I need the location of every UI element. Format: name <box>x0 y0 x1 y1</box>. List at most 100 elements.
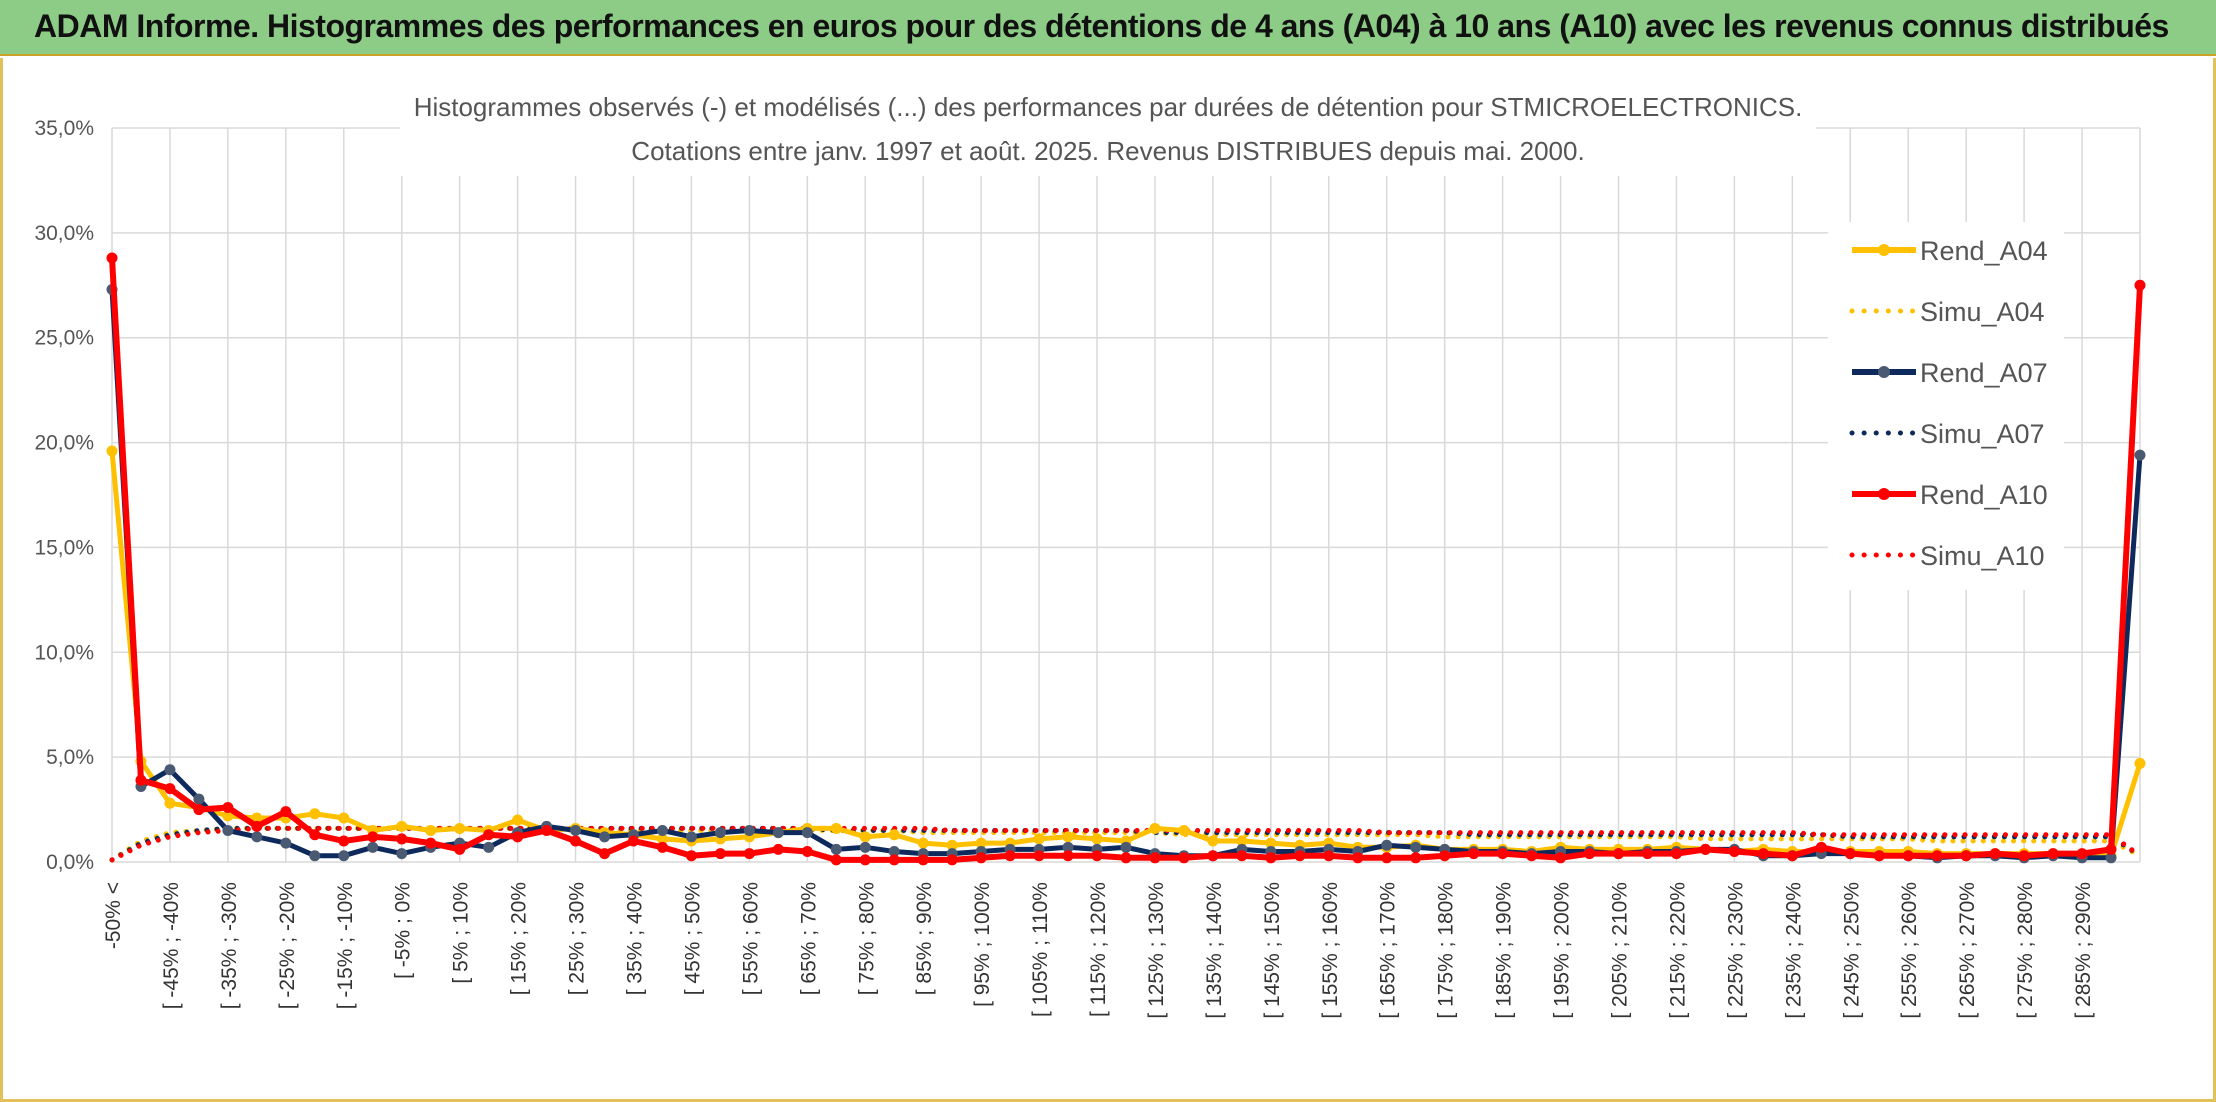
x-tick-label: [ 65% ; 70% <box>797 882 820 995</box>
chart-title-background <box>400 84 1816 176</box>
data-point-rend_a10 <box>2105 843 2117 855</box>
data-point-rend_a07 <box>685 831 697 843</box>
legend-label: Rend_A04 <box>1920 236 2048 266</box>
data-point-rend_a04 <box>454 822 466 834</box>
data-point-rend_a04 <box>338 812 350 824</box>
data-point-rend_a07 <box>1120 841 1132 853</box>
data-point-rend_a10 <box>1526 850 1538 862</box>
data-point-rend_a10 <box>541 825 553 837</box>
y-tick-label: 35,0% <box>34 117 94 140</box>
data-point-rend_a10 <box>656 841 668 853</box>
data-point-rend_a10 <box>743 848 755 860</box>
x-tick-label: [ 195% ; 200% <box>1551 882 1574 1019</box>
legend-background <box>1828 222 2064 590</box>
x-tick-label: [ 215% ; 220% <box>1666 882 1689 1019</box>
data-point-rend_a10 <box>1091 850 1103 862</box>
data-point-rend_a10 <box>1584 848 1596 860</box>
data-point-rend_a10 <box>570 835 582 847</box>
x-tick-label: [ 85% ; 90% <box>913 882 936 995</box>
data-point-rend_a07 <box>2134 449 2146 461</box>
data-point-rend_a10 <box>1902 850 1914 862</box>
data-point-rend_a10 <box>714 848 726 860</box>
y-tick-label: 5,0% <box>46 746 94 769</box>
data-point-rend_a10 <box>2018 850 2030 862</box>
y-tick-label: 20,0% <box>34 432 94 455</box>
data-point-rend_a10 <box>1381 852 1393 864</box>
data-point-rend_a10 <box>1323 850 1335 862</box>
data-point-rend_a04 <box>946 839 958 851</box>
data-point-rend_a10 <box>193 804 205 816</box>
data-point-rend_a04 <box>1062 831 1074 843</box>
data-point-rend_a10 <box>1004 850 1016 862</box>
x-tick-label: [ 145% ; 150% <box>1261 882 1284 1019</box>
data-point-rend_a10 <box>772 843 784 855</box>
data-point-rend_a10 <box>2076 848 2088 860</box>
data-point-rend_a07 <box>656 825 668 837</box>
chart-title-line1: Histogrammes observés (-) et modélisés (… <box>414 92 1803 122</box>
data-point-rend_a07 <box>222 825 234 837</box>
x-tick-label: [ 205% ; 210% <box>1609 882 1632 1019</box>
data-point-rend_a04 <box>1207 835 1219 847</box>
x-tick-label: [ 135% ; 140% <box>1203 882 1226 1019</box>
x-tick-label: -50% < <box>102 882 125 949</box>
data-point-rend_a10 <box>1641 848 1653 860</box>
data-point-rend_a10 <box>2134 279 2146 291</box>
data-point-rend_a10 <box>222 801 234 813</box>
y-tick-label: 15,0% <box>34 536 94 559</box>
x-tick-label: [ -35% ; -30% <box>218 882 241 1009</box>
x-tick-label: [ -25% ; -20% <box>276 882 299 1009</box>
data-point-rend_a10 <box>425 837 437 849</box>
data-point-rend_a07 <box>338 850 350 862</box>
data-point-rend_a04 <box>106 445 118 457</box>
data-point-rend_a10 <box>599 848 611 860</box>
x-tick-label: [ 165% ; 170% <box>1377 882 1400 1019</box>
data-point-rend_a04 <box>1178 825 1190 837</box>
data-point-rend_a04 <box>656 833 668 845</box>
data-point-rend_a10 <box>917 854 929 866</box>
legend-marker <box>1878 244 1890 256</box>
data-point-rend_a04 <box>830 822 842 834</box>
data-point-rend_a04 <box>309 808 321 820</box>
data-point-rend_a10 <box>309 829 321 841</box>
data-point-rend_a10 <box>1468 848 1480 860</box>
series-lines <box>106 252 2146 866</box>
data-point-rend_a10 <box>888 854 900 866</box>
x-tick-label: [ 75% ; 80% <box>855 882 878 995</box>
data-point-rend_a10 <box>801 846 813 858</box>
x-tick-label: [ 285% ; 290% <box>2072 882 2095 1019</box>
x-tick-label: [ 35% ; 40% <box>623 882 646 995</box>
data-point-rend_a10 <box>367 831 379 843</box>
x-axis-ticks: -50% < [ -45% ; -40% [ -35% ; -30% [ -25% ;… <box>102 882 2095 1019</box>
data-point-rend_a10 <box>975 852 987 864</box>
x-tick-label: [ 235% ; 240% <box>1782 882 1805 1019</box>
x-tick-label: [ 175% ; 180% <box>1435 882 1458 1019</box>
x-tick-label: [ -15% ; -10% <box>334 882 357 1009</box>
data-point-rend_a07 <box>1410 841 1422 853</box>
data-point-rend_a04 <box>425 825 437 837</box>
data-point-rend_a04 <box>164 797 176 809</box>
data-point-rend_a10 <box>135 774 147 786</box>
data-point-rend_a10 <box>1207 850 1219 862</box>
data-point-rend_a10 <box>1120 852 1132 864</box>
x-tick-label: [ 185% ; 190% <box>1493 882 1516 1019</box>
x-tick-label: [ 125% ; 130% <box>1145 882 1168 1019</box>
legend: Rend_A04 Simu_A04 Rend_A07 Simu_A07 Rend_A10… <box>1828 222 2064 590</box>
data-point-rend_a10 <box>1062 850 1074 862</box>
x-tick-label: [ -5% ; 0% <box>392 882 415 979</box>
data-point-rend_a10 <box>1815 841 1827 853</box>
data-point-rend_a07 <box>367 841 379 853</box>
x-tick-label: [ 5% ; 10% <box>450 882 473 984</box>
data-point-rend_a04 <box>2134 757 2146 769</box>
data-point-rend_a10 <box>1265 852 1277 864</box>
data-point-rend_a07 <box>2105 852 2117 864</box>
chart-frame <box>0 58 2216 1102</box>
data-point-rend_a10 <box>1960 850 1972 862</box>
legend-label: Simu_A04 <box>1920 297 2045 327</box>
data-point-rend_a10 <box>627 835 639 847</box>
data-point-rend_a07 <box>483 841 495 853</box>
data-point-rend_a07 <box>888 846 900 858</box>
data-point-rend_a07 <box>309 850 321 862</box>
data-point-rend_a10 <box>483 829 495 841</box>
data-point-rend_a10 <box>1757 848 1769 860</box>
legend-marker <box>1878 366 1890 378</box>
